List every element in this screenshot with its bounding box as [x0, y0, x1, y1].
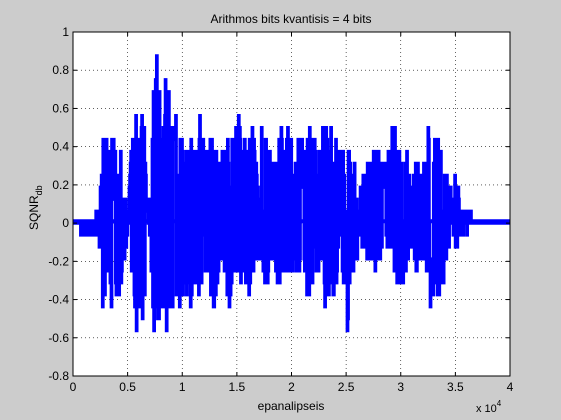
x-tick-label: 1.5	[229, 380, 246, 394]
chart-title: Arithmos bits kvantisis = 4 bits	[210, 12, 371, 26]
y-tick-label: 0.4	[52, 140, 69, 154]
x-tick-label: 3.5	[447, 380, 464, 394]
y-axis-label: SQNRdb	[27, 185, 44, 230]
y-tick-label: 0.8	[52, 63, 69, 77]
y-tick-label: 1	[62, 25, 69, 39]
x-exponent-base: x 10	[476, 403, 497, 415]
y-tick-label: 0.6	[52, 101, 69, 115]
y-axis-label-subscript: db	[34, 185, 44, 195]
x-exponent-power: 4	[497, 399, 502, 408]
y-tick-label: -0.6	[48, 331, 69, 345]
x-tick-label: 0.5	[119, 380, 136, 394]
x-axis-label: epanalipseis	[258, 399, 325, 413]
series-quantization-error	[73, 54, 510, 333]
y-tick-label: -0.2	[48, 254, 69, 268]
x-exponent-label: x 104	[476, 399, 502, 415]
x-tick-label: 3	[397, 380, 404, 394]
y-tick-label: 0	[62, 216, 69, 230]
y-tick-label: 0.2	[52, 178, 69, 192]
x-tick-labels: 0 0.5 1 1.5 2 2.5 3 3.5 4	[70, 380, 514, 394]
axis-ticks	[72, 31, 511, 377]
y-axis-label-main: SQNR	[27, 195, 41, 230]
y-tick-labels: -0.8 -0.6 -0.4 -0.2 0 0.2 0.4 0.6 0.8 1	[48, 25, 69, 383]
x-tick-label: 4	[507, 380, 514, 394]
y-tick-label: -0.8	[48, 369, 69, 383]
x-tick-label: 2	[288, 380, 295, 394]
series-line	[73, 54, 510, 333]
y-tick-label: -0.4	[48, 293, 69, 307]
x-tick-label: 2.5	[338, 380, 355, 394]
x-tick-label: 0	[70, 380, 77, 394]
x-tick-label: 1	[179, 380, 186, 394]
